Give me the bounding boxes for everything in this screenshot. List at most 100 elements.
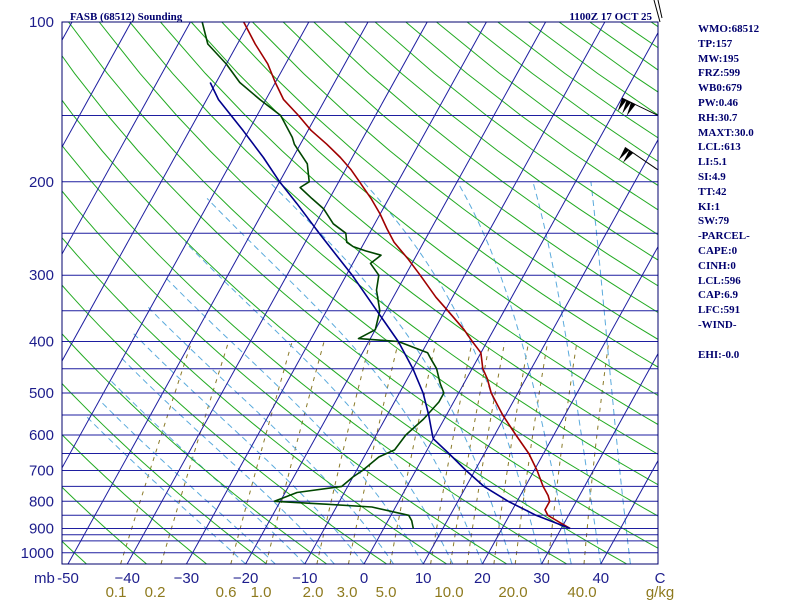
moist-adiabat-line — [148, 307, 395, 564]
pressure-tick-label: 900 — [29, 521, 54, 538]
moist-adiabat-line — [184, 241, 454, 564]
isotherm-line — [0, 22, 13, 564]
isotherm-line — [62, 22, 310, 469]
dry-adiabat-line — [313, 22, 658, 287]
parcel-profile-line — [209, 82, 571, 530]
pressure-tick-label: 600 — [29, 427, 54, 444]
wind-barbs — [617, 0, 663, 171]
dry-adiabat-line — [252, 22, 658, 340]
isotherm-line — [600, 459, 658, 564]
isotherm-line — [67, 22, 369, 564]
temperature-tick-label: 10 — [415, 570, 432, 587]
moist-adiabat-line — [532, 181, 602, 564]
isotherm-line — [62, 22, 73, 42]
temperature-axis-labels: -50 −40 −30 −20 −10 0 10 20 30 40 C — [57, 570, 665, 587]
wind-barb-flag — [617, 98, 627, 112]
temperature-unit-label: C — [655, 570, 666, 587]
wind-barb-staff — [653, 0, 661, 23]
index-item: SI:4.9 — [698, 170, 726, 183]
moist-adiabat-line — [108, 378, 306, 564]
index-item: FRZ:599 — [698, 67, 741, 80]
dry-adiabat-line — [62, 486, 147, 564]
dry-adiabat-line — [62, 54, 658, 549]
index-item: CINH:0 — [698, 259, 736, 272]
temperature-tick-label: 20 — [474, 570, 491, 587]
mixing-ratio-tick-label: 0.6 — [216, 584, 237, 600]
temperature-profile-line — [242, 22, 571, 530]
temperature-tick-label: −40 — [114, 570, 139, 587]
mixing-ratio-tick-label: 0.2 — [145, 584, 166, 600]
dewpoint-profile-line — [201, 22, 445, 529]
indices-panel: WMO:68512 TP:157 MW:195 FRZ:599 WB0:679 PW:0.… — [698, 22, 798, 362]
wind-barb-flag — [622, 150, 634, 163]
isotherm-line — [126, 22, 428, 564]
pressure-tick-label: 700 — [29, 463, 54, 480]
pressure-tick-label: 400 — [29, 334, 54, 351]
temperature-tick-label: 40 — [592, 570, 609, 587]
isotherm-line — [185, 22, 487, 564]
mixing-ratio-axis-labels: 0.1 0.2 0.6 1.0 2.0 3.0 5.0 10.0 20.0 40.0 g/kg — [106, 584, 675, 600]
temperature-tick-label: 30 — [533, 570, 550, 587]
index-item: WMO:68512 — [698, 23, 760, 35]
index-item: KI:1 — [698, 200, 720, 213]
dry-adiabat-line — [62, 236, 447, 564]
pressure-axis-labels: 1000 900 800 700 600 500 400 300 200 100 mb — [21, 14, 55, 587]
isotherm-line — [541, 352, 658, 564]
mixing-ratio-tick-label: 40.0 — [567, 584, 596, 600]
index-item: WB0:679 — [698, 82, 742, 95]
mixing-ratio-tick-label: 2.0 — [303, 584, 324, 600]
index-item: LCL:596 — [698, 274, 741, 287]
moist-adiabat-line — [86, 416, 246, 564]
temperature-tick-label: −20 — [233, 570, 258, 587]
pressure-tick-label: 100 — [29, 14, 54, 31]
mixing-ratio-line — [160, 341, 230, 564]
index-item: PW:0.46 — [698, 96, 739, 109]
dry-adiabat-line — [282, 22, 658, 314]
moist-adiabat-line — [206, 198, 483, 564]
mixing-ratio-line — [230, 341, 293, 564]
index-item: -PARCEL- — [698, 230, 750, 243]
index-item: MAXT:30.0 — [698, 126, 754, 139]
plot-border — [61, 21, 659, 565]
index-item: LI:5.1 — [698, 156, 728, 169]
dry-adiabat-line — [62, 333, 327, 564]
temperature-tick-label: 0 — [360, 570, 368, 587]
chart-timestamp: 1100Z 17 OCT 25 — [569, 11, 652, 23]
index-item: CAP:6.9 — [698, 289, 739, 302]
isotherms — [0, 22, 658, 564]
pressure-tick-label: 500 — [29, 385, 54, 402]
index-item: -WIND- — [698, 318, 737, 331]
moist-adiabat-line — [362, 181, 543, 564]
isotherm-line — [481, 245, 658, 564]
mixing-ratio-tick-label: 20.0 — [498, 584, 527, 600]
dry-adiabat-line — [62, 433, 207, 564]
isotherm-line — [422, 138, 658, 564]
mixing-ratio-tick-label: 10.0 — [434, 584, 463, 600]
isotherm-line — [304, 22, 606, 564]
moist-adiabat-line — [456, 181, 572, 564]
moist-adiabat-line — [98, 399, 276, 564]
pressure-unit-label: mb — [34, 570, 55, 587]
moist-adiabat-line — [132, 332, 365, 564]
index-item: TP:157 — [698, 37, 733, 50]
mixing-ratio-lines — [120, 341, 610, 564]
dry-adiabat-line — [190, 22, 658, 397]
pressure-tick-label: 300 — [29, 267, 54, 284]
mixing-ratio-line — [347, 341, 399, 564]
dry-adiabat-line — [160, 22, 658, 426]
index-item: TT:42 — [698, 185, 727, 198]
dry-adiabat-line — [98, 22, 658, 486]
mixing-ratio-tick-label: 3.0 — [337, 584, 358, 600]
index-item: LFC:591 — [698, 304, 741, 317]
sounding-profiles — [201, 22, 571, 530]
mixing-ratio-tick-label: 1.0 — [251, 584, 272, 600]
mixing-ratio-unit-label: g/kg — [646, 584, 674, 600]
index-item: EHI:-0.0 — [698, 348, 740, 361]
dry-adiabat-line — [68, 22, 658, 517]
dry-adiabat-line — [62, 190, 508, 564]
index-item — [698, 333, 798, 348]
chart-title: FASB (68512) Sounding — [70, 11, 183, 23]
index-item: SW:79 — [698, 215, 730, 228]
dry-adiabat-line — [344, 22, 658, 261]
